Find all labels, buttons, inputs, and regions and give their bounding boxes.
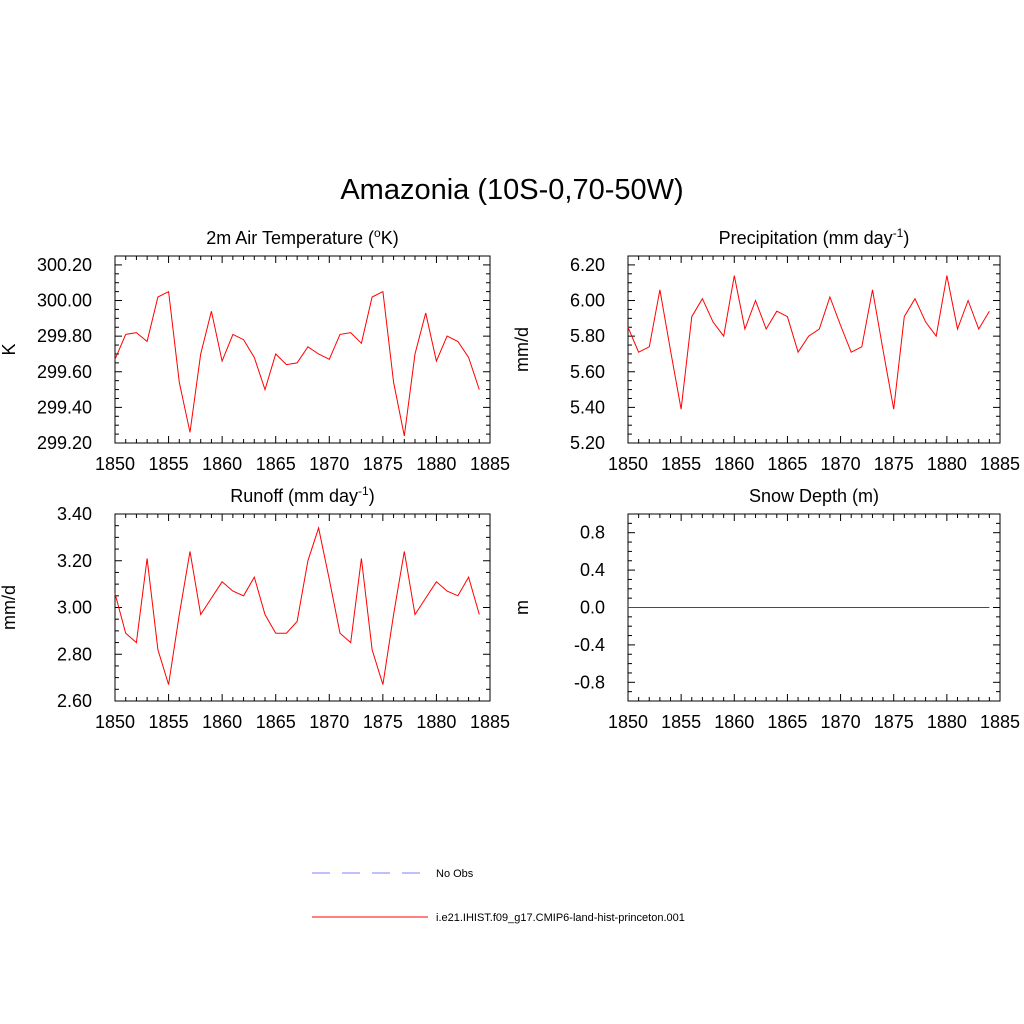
x-tick-label: 1850	[95, 712, 135, 732]
panel-title-text: Snow Depth (m)	[749, 486, 879, 506]
panel-title-text: 2m Air Temperature (	[206, 228, 374, 248]
y-tick-label: 299.20	[37, 433, 92, 453]
x-tick-label: 1855	[149, 712, 189, 732]
y-tick-label: 5.60	[570, 362, 605, 382]
y-tick-label: 300.00	[37, 291, 92, 311]
y-tick-label: 0.0	[580, 598, 605, 618]
figure-title: Amazonia (10S-0,70-50W)	[340, 174, 684, 206]
y-tick-label: 3.20	[57, 551, 92, 571]
x-tick-label: 1855	[661, 454, 701, 474]
y-tick-label: 3.40	[57, 504, 92, 524]
series-line	[114, 526, 480, 685]
x-tick-label: 1880	[416, 712, 456, 732]
y-tick-label: 5.40	[570, 397, 605, 417]
legend: No Obs i.e21.IHIST.f09_g17.CMIP6-land-his…	[312, 868, 685, 924]
panel-title-text: Runoff (mm day	[230, 486, 358, 506]
x-tick-label: 1875	[363, 454, 403, 474]
legend-label: No Obs	[436, 868, 474, 880]
panel-precipitation: 1850 1855 1860 1865 1870 1875 1880 1885 5.20 5.40…	[512, 226, 1020, 474]
x-tick-label: 1865	[256, 454, 296, 474]
y-tick-label: 5.80	[570, 326, 605, 346]
x-tick-label: 1865	[767, 712, 807, 732]
y-tick-label: -0.4	[574, 635, 605, 655]
y-tick-label: 0.4	[580, 560, 605, 580]
y-tick-label: 6.20	[570, 255, 605, 275]
x-tick-label: 1850	[608, 454, 648, 474]
x-tick-label: 1860	[714, 454, 754, 474]
x-tick-label: 1885	[470, 454, 510, 474]
y-tick-label: 6.00	[570, 291, 605, 311]
x-tick-label: 1880	[927, 454, 967, 474]
panel-title: Precipitation (mm day-1)	[719, 226, 910, 248]
y-tick-label: 299.60	[37, 362, 92, 382]
x-tick-label: 1850	[95, 454, 135, 474]
y-tick-label: 2.60	[57, 691, 92, 711]
y-tick-label: 5.20	[570, 433, 605, 453]
x-tick-label: 1875	[874, 454, 914, 474]
panel-title: 2m Air Temperature (oK)	[206, 226, 398, 248]
panel-title-text: Precipitation (mm day	[719, 228, 893, 248]
y-tick-label: 2.80	[57, 644, 92, 664]
panel-title-text-end: )	[903, 228, 909, 248]
x-tick-label: 1870	[821, 454, 861, 474]
legend-label: i.e21.IHIST.f09_g17.CMIP6-land-hist-prin…	[436, 912, 685, 924]
x-tick-label: 1885	[980, 712, 1020, 732]
x-tick-label: 1855	[149, 454, 189, 474]
x-tick-label: 1865	[256, 712, 296, 732]
series-line	[114, 290, 480, 436]
panel-runoff: 1850 1855 1860 1865 1870 1875 1880 1885 2.60 2.80…	[0, 484, 510, 732]
y-tick-label: 299.80	[37, 326, 92, 346]
panel-title-text-end: )	[369, 486, 375, 506]
x-tick-label: 1865	[767, 454, 807, 474]
x-tick-label: 1880	[927, 712, 967, 732]
x-tick-label: 1880	[416, 454, 456, 474]
x-tick-label: 1870	[309, 454, 349, 474]
panel-snow-depth: 1850 1855 1860 1865 1870 1875 1880 1885 -0.8 -0.4…	[512, 486, 1020, 732]
y-axis-label: mm/d	[0, 585, 19, 630]
y-tick-label: 0.8	[580, 523, 605, 543]
panel-title-superscript: -1	[358, 484, 369, 498]
x-tick-label: 1875	[874, 712, 914, 732]
y-tick-label: 300.20	[37, 255, 92, 275]
panel-title: Runoff (mm day-1)	[230, 484, 374, 506]
panel-title-text-end: K)	[381, 228, 399, 248]
x-tick-label: 1855	[661, 712, 701, 732]
plot-frame	[627, 255, 1001, 444]
y-axis-label: K	[0, 343, 19, 355]
series-line	[627, 275, 990, 410]
x-tick-label: 1885	[470, 712, 510, 732]
x-tick-label: 1850	[608, 712, 648, 732]
x-tick-label: 1860	[202, 454, 242, 474]
x-tick-label: 1860	[714, 712, 754, 732]
panel-title: Snow Depth (m)	[749, 486, 879, 506]
x-tick-label: 1870	[821, 712, 861, 732]
panel-title-superscript: o	[374, 226, 381, 240]
y-tick-label: 299.40	[37, 397, 92, 417]
plot-frame	[114, 255, 491, 444]
panel-air-temperature: 1850 1855 1860 1865 1870 1875 1880 1885 299.20 29…	[0, 226, 510, 474]
x-tick-label: 1870	[309, 712, 349, 732]
panel-title-superscript: -1	[893, 226, 904, 240]
y-tick-label: -0.8	[574, 672, 605, 692]
y-axis-label: m	[512, 600, 532, 615]
x-tick-label: 1860	[202, 712, 242, 732]
plot-frame	[114, 513, 491, 702]
x-tick-label: 1885	[980, 454, 1020, 474]
x-tick-label: 1875	[363, 712, 403, 732]
y-axis-label: mm/d	[512, 327, 532, 372]
y-tick-label: 3.00	[57, 598, 92, 618]
